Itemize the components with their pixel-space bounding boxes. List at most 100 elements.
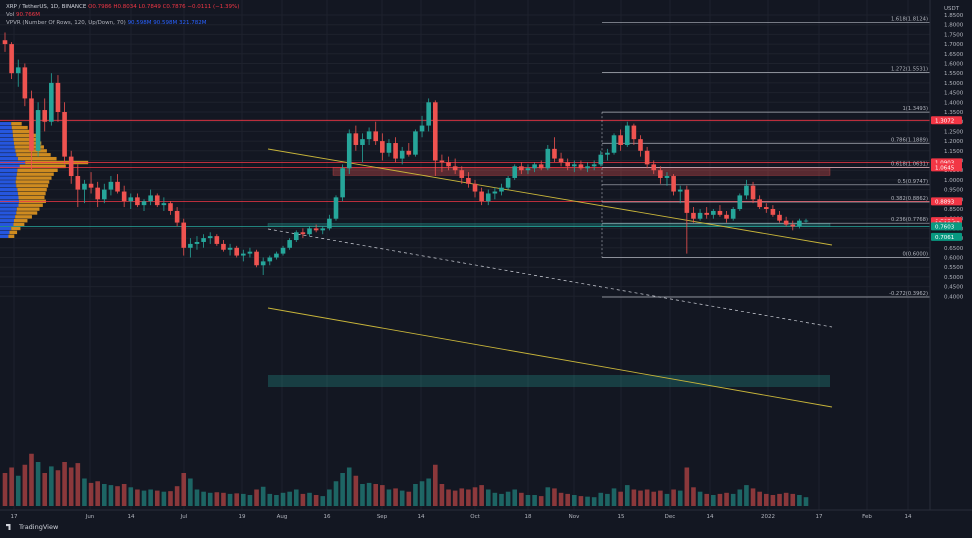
candle-body (154, 195, 160, 206)
candle-body (254, 251, 259, 266)
support-zone-fill (268, 375, 830, 387)
volume-bar (519, 492, 524, 506)
volume-bar (393, 488, 398, 506)
price-tick: 0.6500 (944, 246, 964, 252)
candle-body (538, 164, 544, 169)
candle-body (280, 247, 286, 254)
candle-body (591, 164, 597, 167)
volume-bar (148, 489, 153, 506)
volume-bar (380, 485, 385, 506)
volume-bar (472, 487, 478, 506)
volume-bar (293, 489, 299, 506)
volume-bar (82, 478, 87, 506)
volume-bar (605, 493, 610, 506)
price-tag (931, 163, 962, 172)
vpvr-up-bar (0, 168, 18, 172)
time-tick: 14 (128, 514, 135, 520)
fib-label: -0.272(0.3962) (889, 291, 928, 297)
volume-bar (373, 484, 379, 506)
channel-upper (267, 148, 833, 246)
candle-body (168, 203, 173, 211)
candle-body (770, 209, 776, 215)
candle-body (717, 210, 723, 215)
candle-body (664, 176, 670, 178)
volume-bar (399, 490, 405, 506)
vpvr-down-bar (15, 215, 32, 219)
volume-bar (340, 473, 345, 506)
volume-bar (287, 491, 292, 506)
candle-body (108, 181, 114, 190)
vpvr-down-bar (18, 203, 43, 207)
time-tick: Feb (862, 514, 872, 520)
candle-body (406, 150, 412, 155)
volume-bar (538, 496, 544, 506)
vpvr-up-bar (0, 211, 17, 215)
tradingview-logo-icon (6, 524, 11, 530)
vpvr-down-bar (12, 129, 33, 134)
candle-body (15, 67, 21, 74)
volume-bar (346, 467, 352, 506)
volume-bar (49, 466, 54, 506)
price-tag-label: 0.8893 (935, 199, 955, 205)
candle-body (545, 148, 551, 169)
volume-bar (724, 492, 729, 506)
volume-bar (313, 495, 319, 506)
volume-bar (704, 493, 710, 506)
candle-body (68, 156, 74, 177)
volume-bar (525, 495, 531, 506)
volume-bar (274, 495, 279, 506)
vpvr-down-bar (13, 222, 25, 227)
vpvr-down-bar (17, 168, 58, 172)
volume-bar (135, 489, 140, 506)
volume-bar (697, 491, 703, 506)
vpvr-up-bar (0, 207, 17, 211)
volume-bar (300, 493, 306, 506)
time-tick: 17 (11, 514, 18, 520)
candle-body (221, 243, 226, 250)
volume-bar (227, 493, 233, 506)
volume-bar (154, 490, 160, 506)
vpvr-up-bar (0, 164, 20, 169)
volume-bar (803, 497, 809, 506)
price-tick: 1.0000 (944, 178, 964, 184)
vpvr-down-bar (11, 122, 22, 126)
vpvr-up-bar (0, 145, 15, 149)
volume-bar (260, 486, 266, 506)
price-tick: 1.6000 (944, 62, 964, 68)
price-tag (931, 197, 962, 206)
candle-body (763, 207, 769, 209)
candle-body (234, 247, 239, 256)
candle-body (393, 143, 398, 159)
vpvr-down-bar (15, 180, 50, 184)
candle-body (241, 253, 246, 256)
time-tick: 14 (905, 514, 912, 520)
tradingview-logo[interactable]: TradingView (6, 523, 58, 531)
candle-body (121, 191, 127, 202)
candle-body (386, 143, 392, 153)
candle-body (532, 164, 537, 169)
vpvr-up-bar (0, 203, 19, 207)
chart-legend: XRP / TetherUS, 1D, BINANCE O0.7986 H0.8… (6, 3, 239, 27)
candle-body (797, 220, 802, 227)
candle-body (492, 191, 498, 194)
price-tag (931, 222, 962, 231)
volume-bar (770, 495, 776, 506)
vpvr-up-bar (0, 122, 12, 126)
candle-body (135, 197, 140, 206)
time-tick: Oct (470, 514, 480, 520)
volume-bar (15, 475, 21, 506)
candle-body (327, 218, 332, 229)
candle-body (35, 110, 41, 151)
ohlc-values: O0.7986 H0.8034 L0.7849 C0.7876 −0.0111 … (88, 4, 240, 10)
volume-bar (611, 488, 617, 506)
volume-bar (413, 484, 418, 506)
candle-body (287, 240, 292, 248)
volume-bar (466, 489, 471, 506)
candle-body (194, 241, 200, 244)
volume-bar (651, 491, 657, 506)
candle-body (439, 160, 445, 163)
fibonacci: 1.618(1.8124) 1.272(1.5531) 1(1.3493) 0.786… (601, 16, 930, 298)
fib-label: 1.272(1.5531) (891, 67, 928, 73)
vpvr-label: VPVR (Number Of Rows, 120, Up/Down, 70) (6, 20, 126, 26)
